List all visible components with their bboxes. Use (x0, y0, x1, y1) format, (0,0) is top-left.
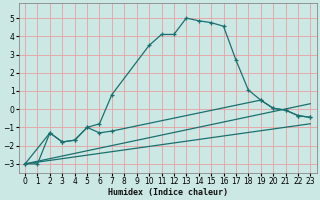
X-axis label: Humidex (Indice chaleur): Humidex (Indice chaleur) (108, 188, 228, 197)
